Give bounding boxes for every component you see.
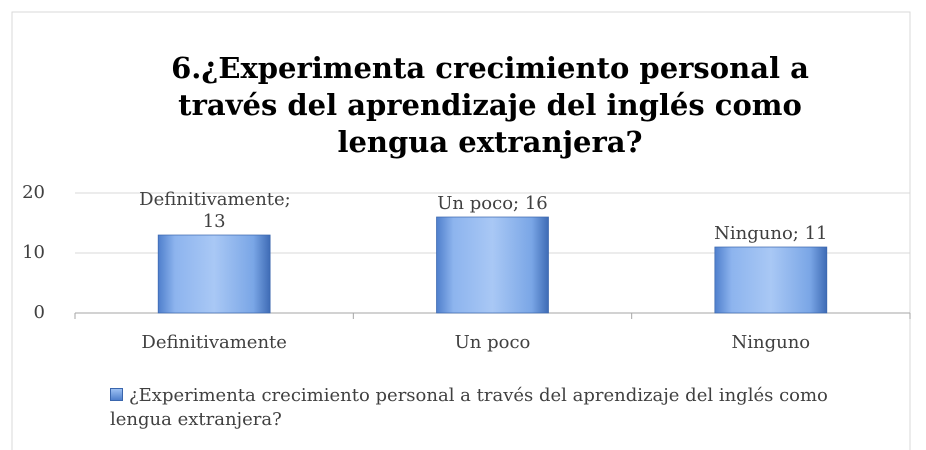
chart-title: 6.¿Experimenta crecimiento personal a tr… [171, 51, 809, 159]
bar [157, 234, 271, 314]
y-tick-label: 0 [34, 302, 45, 323]
y-tick-label: 20 [22, 182, 45, 203]
legend-label: ¿Experimenta crecimiento personal a trav… [110, 385, 828, 430]
y-tick-label: 10 [22, 242, 45, 263]
x-tick-label: Un poco [455, 332, 531, 353]
x-tick-label: Ninguno [732, 332, 811, 353]
legend: ¿Experimenta crecimiento personal a trav… [110, 384, 890, 432]
data-label: Definitivamente; 13 [139, 189, 291, 232]
x-tick-label: Definitivamente [141, 332, 287, 353]
chart-border [11, 11, 911, 450]
legend-swatch [110, 388, 123, 401]
bar [436, 216, 549, 314]
data-label: Un poco; 16 [437, 193, 548, 214]
data-label: Ninguno; 11 [714, 223, 828, 244]
bar [714, 246, 828, 314]
